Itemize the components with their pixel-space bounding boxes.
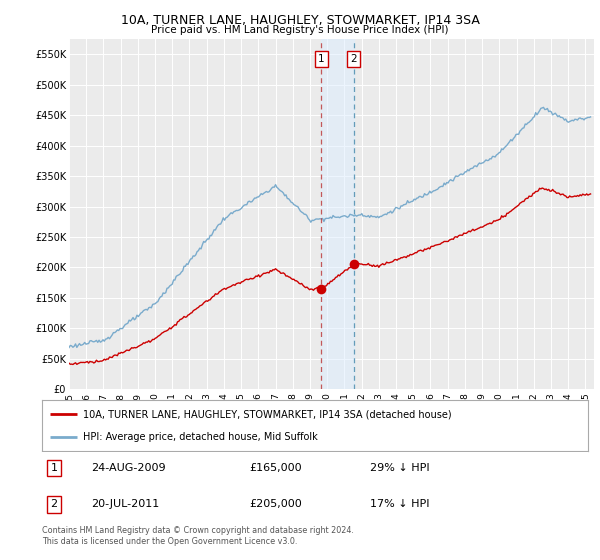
Text: HPI: Average price, detached house, Mid Suffolk: HPI: Average price, detached house, Mid … xyxy=(83,432,318,442)
Text: 17% ↓ HPI: 17% ↓ HPI xyxy=(370,500,429,510)
Text: Price paid vs. HM Land Registry's House Price Index (HPI): Price paid vs. HM Land Registry's House … xyxy=(151,25,449,35)
Text: Contains HM Land Registry data © Crown copyright and database right 2024.
This d: Contains HM Land Registry data © Crown c… xyxy=(42,526,354,546)
Text: 10A, TURNER LANE, HAUGHLEY, STOWMARKET, IP14 3SA (detached house): 10A, TURNER LANE, HAUGHLEY, STOWMARKET, … xyxy=(83,409,452,419)
Text: 2: 2 xyxy=(50,500,58,510)
Text: 10A, TURNER LANE, HAUGHLEY, STOWMARKET, IP14 3SA: 10A, TURNER LANE, HAUGHLEY, STOWMARKET, … xyxy=(121,14,479,27)
Text: 2: 2 xyxy=(350,54,357,64)
Text: 29% ↓ HPI: 29% ↓ HPI xyxy=(370,463,429,473)
Text: 1: 1 xyxy=(50,463,58,473)
Text: 24-AUG-2009: 24-AUG-2009 xyxy=(91,463,166,473)
Text: £165,000: £165,000 xyxy=(250,463,302,473)
Text: £205,000: £205,000 xyxy=(250,500,302,510)
Text: 1: 1 xyxy=(318,54,325,64)
Text: 20-JUL-2011: 20-JUL-2011 xyxy=(91,500,160,510)
Bar xyxy=(321,39,354,389)
